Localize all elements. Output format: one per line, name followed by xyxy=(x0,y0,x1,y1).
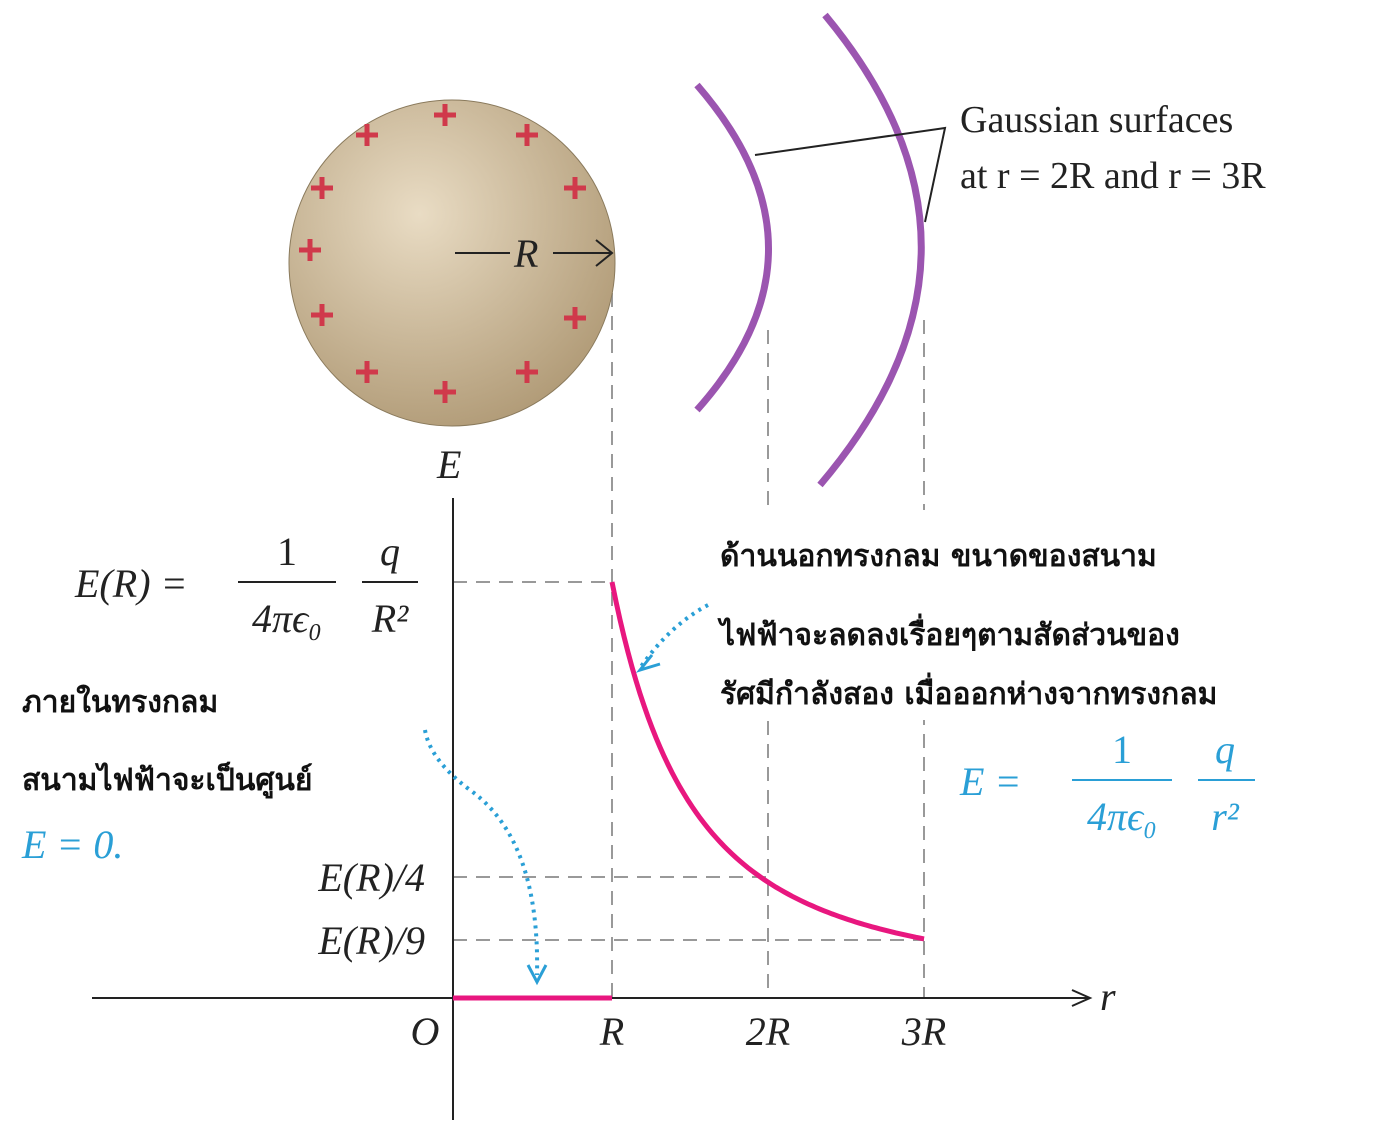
pointer-head xyxy=(640,655,660,670)
y-axis-label: E xyxy=(436,442,461,487)
formula-numerator: q xyxy=(380,529,400,574)
inside-note: สนามไฟฟ้าจะเป็นศูนย์ xyxy=(22,761,312,799)
y-tick-label: E(R)/9 xyxy=(317,918,425,963)
formula-lhs: E(R) = xyxy=(74,561,188,606)
formula-denominator: r² xyxy=(1211,794,1240,839)
formula-denominator: R² xyxy=(371,596,409,641)
inside-formula: E = 0. xyxy=(21,822,123,867)
gaussian-surface xyxy=(697,85,769,410)
formula-numerator: 1 xyxy=(277,529,297,574)
charged-sphere xyxy=(289,100,615,426)
formula-numerator: 1 xyxy=(1112,727,1132,772)
x-tick-label: 3R xyxy=(901,1009,946,1054)
formula-denominator: 4πϵ₀ xyxy=(252,596,322,641)
outside-note: ไฟฟ้าจะลดลงเรื่อยๆตามสัดส่วนของ xyxy=(717,613,1180,653)
gaussian-label: at r = 2R and r = 3R xyxy=(960,155,1266,197)
inside-note: ภายในทรงกลม xyxy=(22,684,218,720)
x-tick-label: R xyxy=(599,1009,624,1054)
origin-label: O xyxy=(411,1009,440,1054)
outside-note: รัศมีกำลังสอง เมื่อออกห่างจากทรงกลม xyxy=(720,672,1217,712)
formula-numerator: q xyxy=(1215,727,1235,772)
x-axis-label: r xyxy=(1100,974,1116,1019)
figure: R Gaussian surfaces at r = 2R and r = 3R… xyxy=(0,0,1399,1123)
pointer xyxy=(425,730,537,975)
x-tick-label: 2R xyxy=(746,1009,790,1054)
y-tick-label: E(R)/4 xyxy=(317,855,425,900)
formula-denominator: 4πϵ₀ xyxy=(1087,794,1157,839)
gaussian-surface xyxy=(820,15,921,485)
outside-note: ด้านนอกทรงกลม ขนาดของสนาม xyxy=(720,539,1157,574)
gaussian-label: Gaussian surfaces xyxy=(960,99,1233,141)
radius-label: R xyxy=(513,231,538,276)
formula-lhs: E = xyxy=(959,759,1021,804)
